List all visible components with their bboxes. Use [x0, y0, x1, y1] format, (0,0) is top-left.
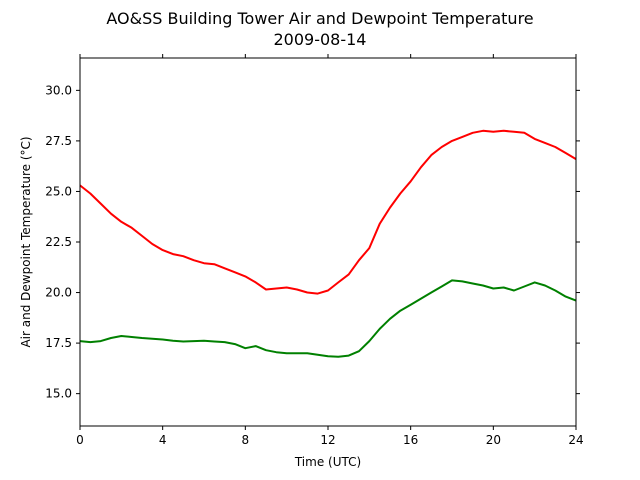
- x-tick-label: 16: [403, 433, 418, 447]
- y-tick-label: 27.5: [45, 134, 72, 148]
- x-tick-label: 20: [486, 433, 501, 447]
- y-tick-label: 25.0: [45, 184, 72, 198]
- x-axis-label: Time (UTC): [294, 455, 361, 469]
- tick-layer: 0 4 8 12 16 20 24 15.0 17.5 20.0 22.5 25.0 27.5 30.0: [45, 54, 584, 447]
- y-tick-label: 15.0: [45, 387, 72, 401]
- chart-title: AO&SS Building Tower Air and Dewpoint Te…: [106, 9, 533, 28]
- series-layer: [79, 129, 577, 358]
- plot-frame: [79, 57, 577, 427]
- series-line-2: [79, 279, 577, 358]
- x-tick-label: 12: [320, 433, 335, 447]
- chart-subtitle: 2009-08-14: [274, 30, 367, 49]
- y-tick-label: 30.0: [45, 83, 72, 97]
- x-tick-label: 8: [242, 433, 250, 447]
- y-tick-label: 22.5: [45, 235, 72, 249]
- y-tick-label: 20.0: [45, 286, 72, 300]
- y-axis-label: Air and Dewpoint Temperature (°C): [19, 136, 33, 347]
- x-tick-label: 24: [568, 433, 583, 447]
- series-line-1: [79, 129, 577, 295]
- y-tick-label: 17.5: [45, 336, 72, 350]
- x-tick-label: 0: [76, 433, 84, 447]
- x-tick-label: 4: [159, 433, 167, 447]
